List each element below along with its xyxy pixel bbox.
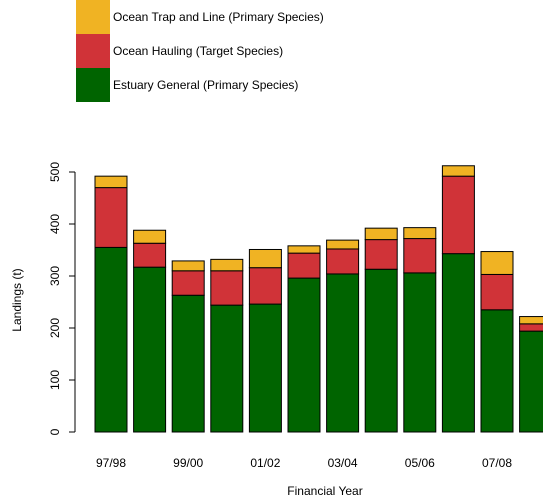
bar-segment [210,270,244,306]
bar-segment [94,187,128,248]
y-axis-label: Landings (t) [10,268,24,331]
bar-segment [171,270,205,296]
bar-segment [519,316,543,325]
bar-segment [441,253,475,433]
bar-segment [210,258,244,272]
bar-segment [480,273,514,311]
bar-segment [248,303,282,433]
bar-segment [326,248,360,275]
x-tick-label: 97/98 [96,456,126,470]
legend-swatch [76,68,110,102]
x-tick-label: 01/02 [250,456,280,470]
bar-segment [248,267,282,305]
legend-label: Estuary General (Primary Species) [113,78,298,92]
bar-segment [326,239,360,250]
bar-segment [287,277,321,433]
bar-segment [210,304,244,433]
y-tick-label: 200 [48,318,62,338]
bar-segment [94,246,128,433]
x-tick-label: 07/08 [482,456,512,470]
bar-segment [133,266,167,433]
bar-segment [171,294,205,433]
bar-segment [364,268,398,433]
y-tick-label: 300 [48,266,62,286]
bar-segment [480,309,514,433]
x-tick-label: 03/04 [328,456,358,470]
bar-segment [133,229,167,244]
y-tick-label: 100 [48,370,62,390]
bar-segment [441,165,475,177]
bar-segment [326,273,360,433]
bar-segment [364,239,398,270]
bar-segment [403,272,437,433]
y-tick-label: 500 [48,162,62,182]
y-tick-label: 0 [48,428,62,435]
bar-segment [403,238,437,274]
bar-segment [248,248,282,269]
bar-segment [403,227,437,240]
x-axis-label: Financial Year [287,484,362,498]
bar-segment [287,252,321,279]
legend-swatch [76,0,110,34]
legend-label: Ocean Trap and Line (Primary Species) [113,10,324,24]
bar-segment [480,251,514,275]
bar-segment [364,227,398,241]
x-tick-label: 05/06 [405,456,435,470]
x-tick-label: 99/00 [173,456,203,470]
bar-segment [519,323,543,332]
legend-label: Ocean Hauling (Target Species) [113,44,283,58]
bar-segment [171,260,205,272]
bar-segment [133,242,167,268]
bar-segment [519,330,543,433]
legend-swatch [76,34,110,68]
bar-segment [94,175,128,189]
bar-segment [441,175,475,255]
bar-segment [287,245,321,254]
y-tick-label: 400 [48,214,62,234]
